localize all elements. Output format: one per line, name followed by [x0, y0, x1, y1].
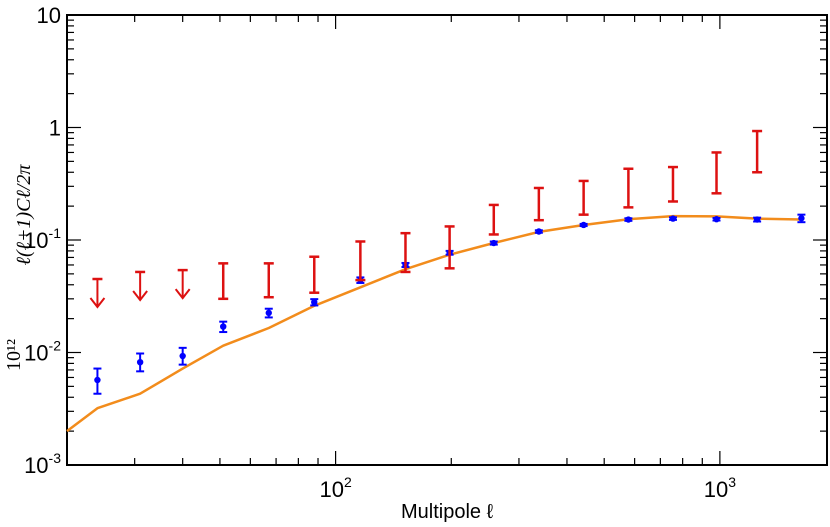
y-tick-label: 10-3 [24, 450, 61, 478]
blue-data-point [265, 309, 272, 317]
x-tick-label: 102 [319, 474, 351, 502]
blue-data-point [94, 376, 101, 384]
y-tick-label: 10-2 [24, 338, 61, 366]
series-layer [66, 129, 806, 433]
major-ticks [67, 15, 827, 466]
blue-data-point [753, 216, 761, 223]
blue-data-point [798, 215, 805, 222]
blue-data-point [490, 239, 497, 247]
upper-limit-arrowhead [132, 290, 148, 302]
x-axis-title: Multipole ℓ [401, 501, 494, 523]
blue-data-point [220, 323, 227, 330]
blue-data-point [625, 216, 632, 223]
minor-ticks [66, 15, 827, 465]
y-axis-prefix: 10¹² [3, 339, 25, 371]
y-tick-labels: 10-3 10-2 10-1 1 10 [24, 3, 61, 478]
blue-data-point [580, 221, 587, 229]
blue-data-point [311, 298, 318, 306]
y-axis-title: ℓ(ℓ+1)Cℓ/2π [13, 164, 35, 266]
y-tick-label: 10 [37, 3, 61, 28]
model-curve [66, 214, 802, 433]
blue-data-point [669, 215, 677, 222]
plot-frame [66, 14, 828, 466]
x-tick-label: 103 [704, 474, 736, 502]
y-tick-label: 10-1 [24, 225, 61, 253]
blue-data-point [535, 228, 543, 235]
x-tick-labels: 102 103 [319, 474, 736, 502]
y-tick-label: 1 [49, 116, 61, 141]
upper-limit-arrowhead [89, 297, 106, 309]
blue-data-point [136, 358, 144, 366]
upper-limit-arrowhead [174, 288, 191, 300]
blue-data-point [179, 352, 186, 360]
blue-data-point [713, 216, 720, 223]
